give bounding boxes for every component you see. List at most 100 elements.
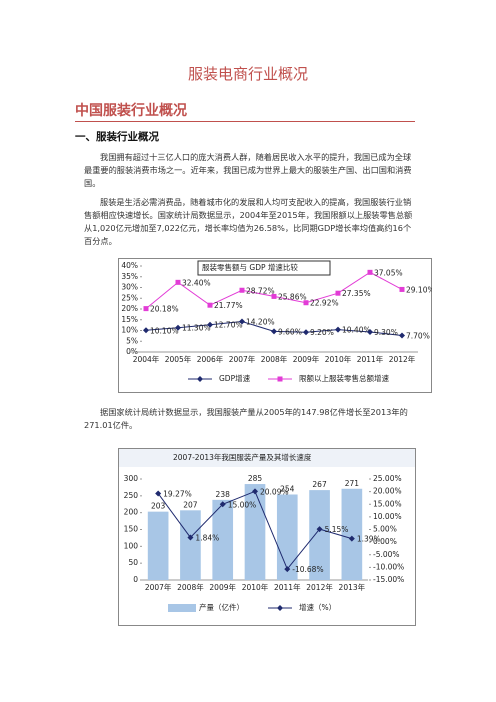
x-tick-label: 2011年 bbox=[357, 354, 384, 364]
value-label: 37.05% bbox=[374, 268, 403, 277]
x-tick-label: 2009年 bbox=[209, 582, 236, 592]
tick-label: 15.00% bbox=[373, 499, 402, 508]
marker bbox=[207, 321, 213, 328]
marker bbox=[239, 287, 245, 293]
tick-label: 100 bbox=[124, 541, 139, 550]
value-label: 9.20% bbox=[310, 328, 334, 337]
bar bbox=[276, 494, 298, 580]
value-label: 10.10% bbox=[150, 326, 179, 335]
value-label: 12.70% bbox=[214, 321, 243, 330]
tick-label: 250 bbox=[124, 491, 139, 500]
marker bbox=[303, 300, 309, 306]
tick-label: 0.00% bbox=[373, 537, 397, 546]
value-label: 10.40% bbox=[342, 326, 371, 335]
x-tick-label: 2006年 bbox=[197, 354, 224, 364]
value-label: 1.84% bbox=[195, 533, 219, 542]
legend-label: 产量（亿件） bbox=[199, 602, 244, 612]
bar bbox=[309, 490, 330, 580]
value-label: 254 bbox=[280, 484, 295, 493]
value-label: 9.30% bbox=[374, 328, 398, 337]
value-label: 267 bbox=[312, 480, 327, 489]
tick-label: 10% bbox=[121, 326, 138, 335]
marker bbox=[335, 326, 341, 333]
tick-label: 0 bbox=[133, 575, 138, 584]
x-tick-label: 2012年 bbox=[306, 582, 333, 592]
value-label: 271 bbox=[345, 479, 360, 488]
title-box bbox=[197, 260, 331, 276]
value-label: 20.18% bbox=[150, 305, 179, 314]
tick-label: 150 bbox=[124, 525, 139, 534]
marker bbox=[239, 318, 245, 325]
tick-label: 20% bbox=[121, 304, 138, 313]
marker bbox=[175, 324, 181, 331]
marker bbox=[207, 302, 213, 308]
value-label: 9.60% bbox=[278, 327, 302, 336]
value-label: 7.70% bbox=[406, 331, 430, 340]
tick-label: 5.00% bbox=[373, 525, 397, 534]
value-label: 19.27% bbox=[163, 489, 192, 498]
marker bbox=[271, 293, 277, 299]
value-label: 1.39% bbox=[357, 535, 381, 544]
marker bbox=[143, 327, 149, 334]
marker bbox=[197, 376, 203, 382]
marker bbox=[277, 376, 283, 382]
marker bbox=[187, 534, 194, 541]
value-label: 203 bbox=[151, 502, 166, 511]
value-label: 25.86% bbox=[278, 292, 307, 301]
tick-label: 200 bbox=[124, 508, 139, 517]
x-tick-label: 2009年 bbox=[293, 354, 320, 364]
bar bbox=[212, 499, 234, 580]
value-label: 29.10% bbox=[406, 285, 432, 294]
x-tick-label: 2007年 bbox=[145, 582, 172, 592]
x-tick-label: 2007年 bbox=[229, 354, 256, 364]
marker bbox=[143, 306, 149, 312]
x-tick-label: 2008年 bbox=[261, 354, 288, 364]
marker bbox=[303, 329, 309, 336]
value-label: 14.20% bbox=[246, 317, 275, 326]
marker bbox=[399, 286, 405, 292]
x-tick-label: 2010年 bbox=[325, 354, 352, 364]
chart: 服装零售额与 GDP 增速比较0%5%10%15%20%25%30%35%40%… bbox=[118, 258, 432, 393]
value-label: 207 bbox=[183, 500, 198, 509]
tick-label: 15% bbox=[121, 315, 138, 324]
tick-label: 50 bbox=[128, 558, 138, 567]
bar bbox=[244, 484, 266, 580]
bar bbox=[180, 510, 201, 580]
value-label: 20.09% bbox=[260, 487, 289, 496]
paragraph: 据国家统计局统计数据显示，我国服装产量从2005年的147.98亿件增长至201… bbox=[84, 407, 408, 430]
value-label: -10.68% bbox=[292, 565, 323, 574]
value-label: 28.72% bbox=[246, 286, 275, 295]
x-tick-label: 2012年 bbox=[389, 354, 416, 364]
value-label: 32.40% bbox=[182, 278, 211, 287]
marker bbox=[367, 329, 373, 336]
tick-label: 25% bbox=[121, 293, 138, 302]
paragraph: 我国拥有超过十三亿人口的庞大消费人群，随着居民收入水平的提升，我国已成为全球最重… bbox=[84, 152, 412, 188]
x-tick-label: 2013年 bbox=[339, 582, 366, 592]
tick-label: -10.00% bbox=[373, 562, 404, 571]
x-tick-label: 2004年 bbox=[133, 354, 160, 364]
chart: 2007-2013年我国服装产量及其增长速度 0 50 100 150 200 250 300… bbox=[118, 448, 416, 626]
x-tick-label: 2011年 bbox=[274, 582, 301, 592]
chart-title: 服装零售额与 GDP 增速比较 bbox=[202, 262, 298, 272]
legend-swatch bbox=[168, 604, 196, 612]
tick-label: -15.00% bbox=[373, 575, 404, 584]
value-label: 27.35% bbox=[342, 289, 371, 298]
marker bbox=[175, 279, 181, 285]
paragraph: 服装是生活必需消费品，随着城市化的发展和人均可支配收入的提高，我国服装行业销售额… bbox=[84, 197, 413, 246]
chart-title: 2007-2013年我国服装产量及其增长速度 bbox=[173, 452, 312, 462]
marker bbox=[155, 490, 162, 497]
marker bbox=[219, 501, 226, 508]
doc-title: 服装电商行业概况 bbox=[187, 65, 308, 83]
legend-label: GDP增速 bbox=[219, 373, 251, 383]
value-label: 15.00% bbox=[228, 500, 257, 509]
marker bbox=[335, 290, 341, 296]
value-label: 285 bbox=[248, 474, 263, 483]
marker bbox=[271, 328, 277, 335]
marker bbox=[284, 566, 291, 573]
tick-label: 5% bbox=[126, 336, 138, 345]
value-label: 22.92% bbox=[310, 299, 339, 308]
tick-label: -5.00% bbox=[373, 550, 400, 559]
tick-label: 35% bbox=[121, 272, 138, 281]
marker bbox=[348, 535, 355, 542]
